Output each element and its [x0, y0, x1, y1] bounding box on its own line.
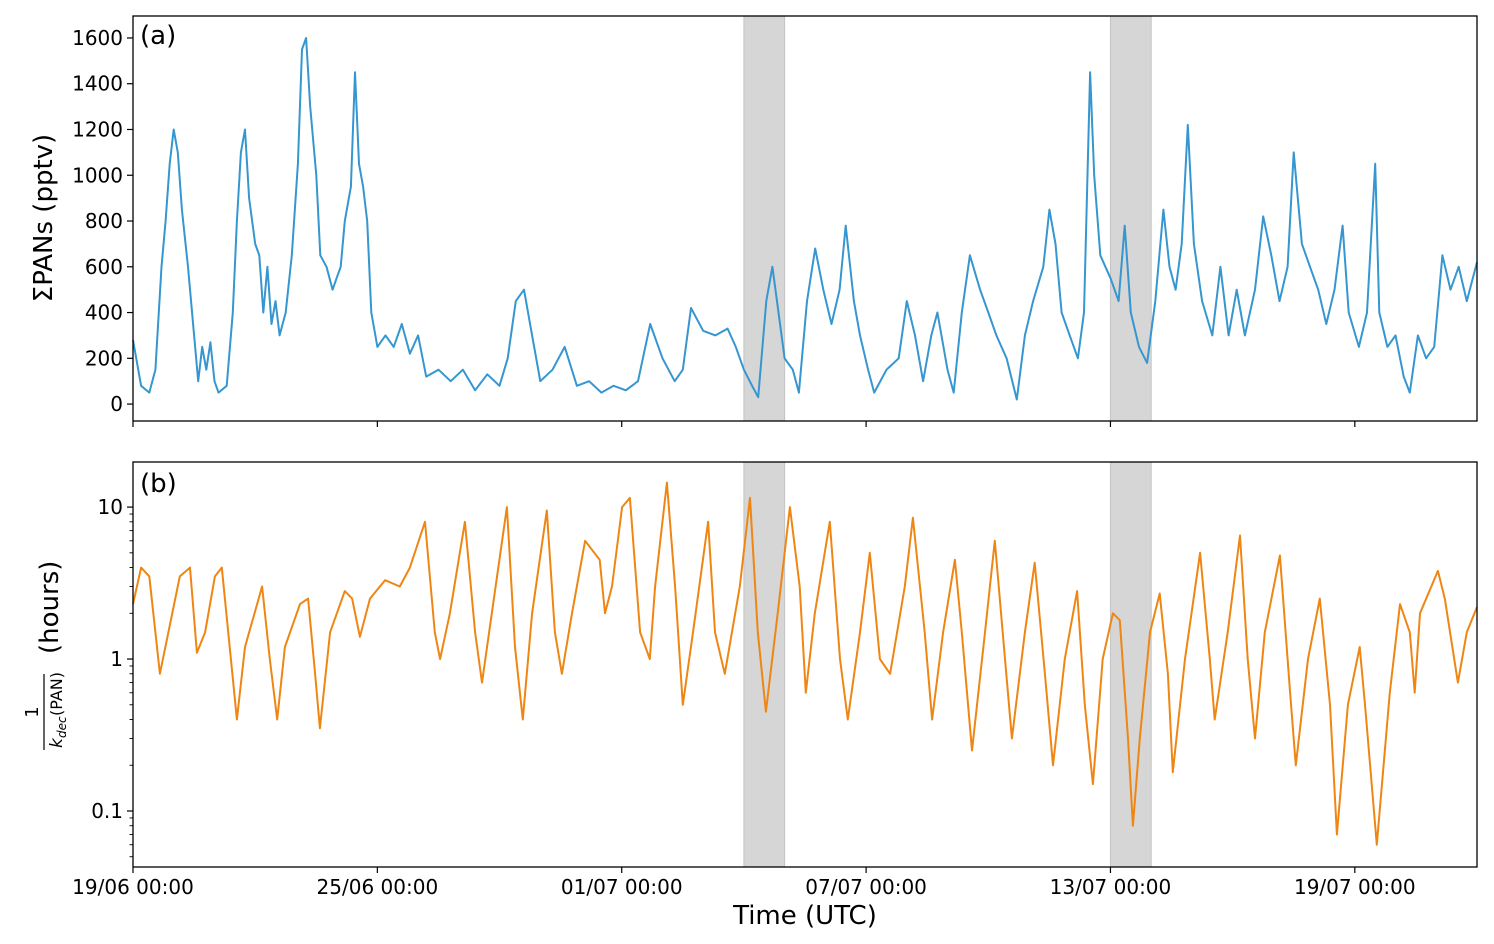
y-label-units: (hours): [35, 561, 65, 654]
plot-frame: [132, 461, 1478, 868]
y-tick-label: 800: [85, 209, 123, 233]
tick-group: 0 200 400 600 800 1000 1200 1400 1600: [72, 26, 1356, 427]
panel-label: (a): [140, 21, 176, 51]
y-tick-label: 0.1: [91, 799, 123, 823]
shaded-span: [1109, 15, 1152, 422]
x-tick-label: 07/07 00:00: [805, 875, 927, 899]
y-tick-label: 1400: [72, 72, 123, 96]
y-label-k: k: [47, 737, 67, 748]
x-tick-label: 25/06 00:00: [317, 875, 439, 899]
x-tick-label: 01/07 00:00: [561, 875, 683, 899]
panel-label: (b): [140, 469, 177, 499]
panel-a: 0 200 400 600 800 1000 1200 1400 1600 (a) ΣPANs …: [29, 15, 1478, 427]
shaded-span: [743, 461, 786, 868]
tick-group: 0.1 1 10 19/06 00:00 25/06 00:00 01/07 00:00 0…: [72, 495, 1415, 899]
series-line-group: [132, 481, 1478, 846]
shaded-spans: [743, 15, 1152, 422]
x-tick-label: 19/06 00:00: [72, 875, 194, 899]
y-label-pan: (PAN): [47, 672, 66, 716]
y-tick-label: 600: [85, 255, 123, 279]
y-tick-label: 10: [98, 495, 123, 519]
y-tick-label: 400: [85, 301, 123, 325]
y-tick-label: 1000: [72, 163, 123, 187]
x-tick-label: 19/07 00:00: [1294, 875, 1416, 899]
y-tick-label: 1600: [72, 26, 123, 50]
y-label-numerator: 1: [22, 706, 43, 717]
y-tick-label: 1: [110, 647, 123, 671]
panel-b: 0.1 1 10 19/06 00:00 25/06 00:00 01/07 00:00 0…: [22, 461, 1478, 931]
plot-frame: [132, 15, 1478, 422]
y-tick-label: 1200: [72, 117, 123, 141]
x-axis-label: Time (UTC): [732, 901, 877, 931]
y-tick-label: 200: [85, 346, 123, 370]
x-tick-label: 13/07 00:00: [1050, 875, 1172, 899]
shaded-span: [743, 15, 786, 422]
y-label-sub: dec: [55, 716, 69, 738]
series-line: [132, 481, 1478, 846]
series-line: [132, 37, 1478, 401]
series-line-group: [132, 37, 1478, 401]
y-axis-label: 1 k dec (PAN) (hours): [22, 561, 69, 750]
y-axis-label: ΣPANs (pptv): [29, 134, 59, 302]
y-tick-label: 0: [110, 392, 123, 416]
